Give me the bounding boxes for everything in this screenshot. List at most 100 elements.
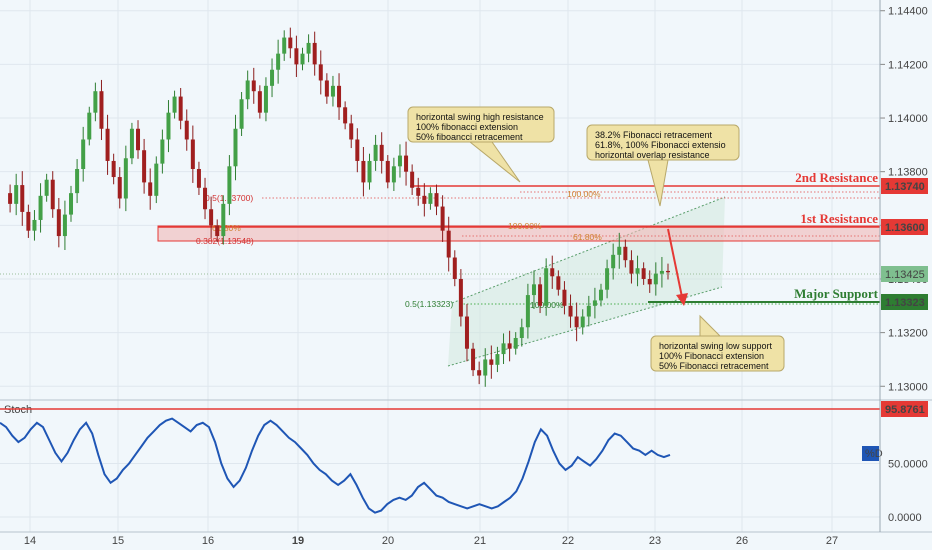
candle-body xyxy=(641,268,646,279)
candle-body xyxy=(379,144,384,161)
candle-body xyxy=(129,128,134,159)
candle-body xyxy=(306,42,311,54)
callout-text: 50% fiboancci retracement xyxy=(416,132,523,142)
candle-body xyxy=(87,112,92,140)
candle-body xyxy=(123,158,128,199)
candle-body xyxy=(81,139,86,169)
callout-text: 61.8%, 100% Fibonacci extensio xyxy=(595,140,726,150)
candle-body xyxy=(452,257,457,279)
candle-body xyxy=(270,69,275,86)
candle-body xyxy=(538,284,543,306)
candle-body xyxy=(221,203,226,237)
callout-text: 50% Fibonacci retracement xyxy=(659,361,769,371)
candle-body xyxy=(111,160,116,178)
candle-body xyxy=(148,182,153,196)
x-tick-label: 21 xyxy=(474,535,486,547)
candle-body xyxy=(428,193,433,204)
fib-label: 61.80% xyxy=(212,223,241,233)
candle-body xyxy=(391,166,396,183)
candle-body xyxy=(190,139,195,169)
candle-body xyxy=(38,195,43,220)
candle-body xyxy=(276,53,281,70)
candle-body xyxy=(531,284,536,296)
callout-text: horizontal overlap resistance xyxy=(595,150,710,160)
stoch-tick-label: 0.0000 xyxy=(888,512,922,524)
candle-body xyxy=(8,193,13,204)
candle-body xyxy=(385,160,390,183)
candle-body xyxy=(142,150,147,183)
candle-body xyxy=(288,37,293,49)
candle-body xyxy=(416,187,421,196)
candle-body xyxy=(20,185,25,212)
price-series xyxy=(8,27,670,387)
candle-body xyxy=(203,187,208,210)
stoch-panel: Stoch %D xyxy=(0,404,883,514)
callout-text: horizontal swing low support xyxy=(659,341,773,351)
candle-body xyxy=(172,96,177,113)
level-price-value: 1.13323 xyxy=(885,297,925,309)
candle-body xyxy=(592,300,597,306)
candle-body xyxy=(556,276,561,290)
callout-text: horizontal swing high resistance xyxy=(416,112,544,122)
candle-body xyxy=(513,337,518,349)
candle-body xyxy=(495,354,500,365)
x-tick-label: 15 xyxy=(112,535,124,547)
y-tick-label: 1.14000 xyxy=(888,113,928,125)
candle-body xyxy=(196,168,201,188)
candle-body xyxy=(184,120,189,140)
candle-body xyxy=(501,343,506,355)
candle-body xyxy=(397,155,402,167)
candle-body xyxy=(160,139,165,164)
candle-body xyxy=(337,85,342,108)
candle-body xyxy=(562,289,567,306)
candle-body xyxy=(666,270,670,273)
callout-box xyxy=(407,106,555,143)
candle-body xyxy=(574,316,579,328)
overlays: 2nd Resistance 1st Resistance Major Suppor… xyxy=(0,170,881,367)
projection-arrow-head xyxy=(676,293,688,306)
candle-body xyxy=(324,80,329,97)
candle-body xyxy=(349,123,354,140)
candle-body xyxy=(355,139,360,161)
projection-arrow xyxy=(667,228,683,298)
candle-body xyxy=(245,80,250,100)
candle-body xyxy=(32,219,37,231)
x-tick-label: 16 xyxy=(202,535,214,547)
candle-body xyxy=(464,316,469,349)
level-label: 1st Resistance xyxy=(800,211,878,226)
x-tick-label: 19 xyxy=(292,535,304,547)
candle-body xyxy=(26,211,31,231)
candle-body xyxy=(647,278,652,285)
level-price-badge xyxy=(881,178,928,194)
candle-body xyxy=(166,112,171,140)
x-tick-label: 20 xyxy=(382,535,394,547)
candle-body xyxy=(282,37,287,54)
candle-body xyxy=(458,278,463,317)
candle-body xyxy=(477,370,482,376)
channel-lower-line xyxy=(447,286,723,367)
channel-upper-line xyxy=(451,196,726,304)
candle-body xyxy=(209,209,214,226)
callout-text: 100% fibonacci extension xyxy=(416,122,518,132)
candle-body xyxy=(178,96,183,121)
candle-body xyxy=(361,160,366,183)
candle-body xyxy=(239,99,244,129)
x-tick-label: 26 xyxy=(736,535,748,547)
y-tick-label: 1.14200 xyxy=(888,59,928,71)
candle-body xyxy=(422,195,427,204)
y-tick-label: 1.13000 xyxy=(888,381,928,393)
candle-body xyxy=(519,327,524,338)
fib-label: 61.80% xyxy=(573,232,602,242)
candle-body xyxy=(653,273,658,285)
candle-body xyxy=(659,270,664,274)
candle-body xyxy=(14,185,19,204)
candle-body xyxy=(434,193,439,207)
level-label: Major Support xyxy=(794,286,879,301)
stoch-line xyxy=(0,417,671,514)
candle-body xyxy=(623,246,628,261)
fib-label: 0.5(1.13323) xyxy=(405,299,453,309)
